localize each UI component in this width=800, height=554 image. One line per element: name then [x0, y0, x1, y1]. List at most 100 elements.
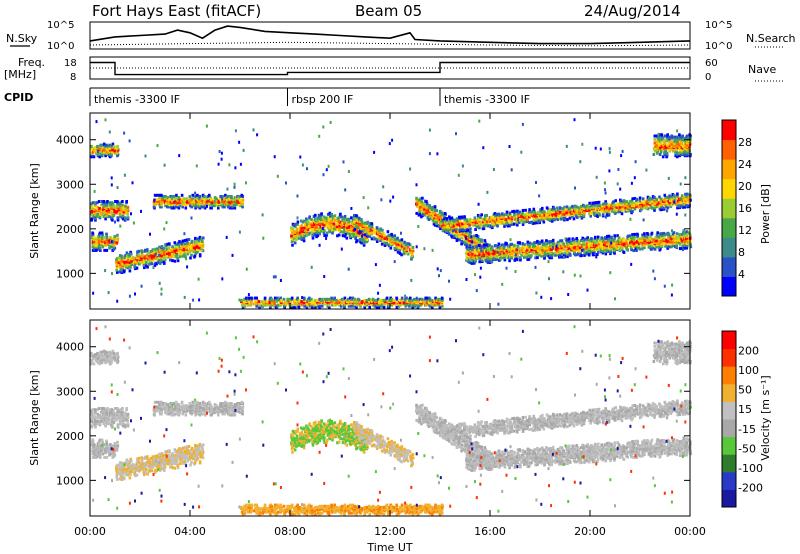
- power-cell: [518, 220, 521, 224]
- power-cell: [428, 204, 431, 208]
- velocity-cell: [105, 455, 109, 459]
- power-cell: [158, 201, 162, 205]
- power-cell: [144, 154, 147, 158]
- power-cell: [333, 296, 336, 300]
- power-cell: [186, 252, 189, 256]
- power-cell: [607, 237, 611, 240]
- power-cell: [638, 196, 642, 200]
- power-cell: [539, 214, 542, 218]
- power-cell: [508, 245, 511, 249]
- noise-sky-label: N.Sky: [6, 32, 38, 45]
- power-colorbar-swatch: [722, 139, 736, 160]
- power-cell: [465, 218, 469, 222]
- power-cell: [388, 142, 391, 146]
- power-cell: [116, 237, 120, 241]
- power-cell: [263, 296, 267, 300]
- power-cell: [293, 229, 296, 233]
- power-cell: [440, 222, 443, 226]
- power-colorbar-frame: [721, 119, 737, 297]
- power-cell: [657, 132, 660, 136]
- power-cell: [100, 143, 104, 147]
- power-cell: [276, 296, 279, 300]
- power-cell: [97, 147, 101, 151]
- velocity-cell: [108, 452, 112, 456]
- power-cell: [472, 238, 476, 242]
- power-cell: [280, 298, 283, 302]
- power-cell: [476, 255, 479, 259]
- power-cell: [472, 255, 476, 259]
- power-cell: [457, 231, 461, 235]
- power-cell: [203, 195, 206, 198]
- power-cell: [524, 208, 527, 212]
- power-cell: [205, 124, 208, 128]
- power-cell: [361, 229, 365, 233]
- power-cell: [641, 197, 645, 201]
- power-cell: [257, 300, 261, 304]
- power-cell: [243, 303, 246, 307]
- power-cell: [476, 213, 480, 217]
- power-cell: [117, 256, 121, 260]
- power-cell: [301, 220, 305, 224]
- power-cell: [290, 228, 293, 232]
- power-cell: [105, 243, 109, 247]
- power-cell: [198, 298, 201, 302]
- power-cell: [641, 200, 644, 204]
- power-cell: [508, 259, 511, 263]
- power-cell: [564, 244, 567, 248]
- power-cell: [629, 217, 632, 221]
- power-cell: [461, 228, 465, 232]
- power-cell: [548, 217, 552, 221]
- power-cell: [117, 261, 121, 265]
- power-cell: [418, 206, 422, 210]
- power-cell: [475, 245, 478, 249]
- power-cell: [178, 240, 181, 244]
- power-cell: [347, 217, 351, 221]
- power-cell: [350, 220, 354, 224]
- power-cell: [548, 240, 552, 244]
- power-cell: [303, 226, 306, 230]
- power-cell: [538, 245, 542, 249]
- power-cell: [675, 135, 678, 139]
- power-cell: [558, 242, 561, 246]
- power-cell: [93, 146, 97, 150]
- velocity-cell: [118, 477, 122, 481]
- power-cell: [149, 232, 151, 236]
- power-cell: [435, 217, 438, 221]
- power-cell: [658, 195, 661, 199]
- power-cell: [187, 238, 191, 241]
- power-cell: [631, 210, 634, 213]
- power-cell: [210, 206, 213, 210]
- power-cell: [179, 251, 182, 255]
- power-cell: [633, 207, 637, 211]
- power-cell: [490, 225, 493, 228]
- velocity-cell: [103, 455, 106, 459]
- power-cell: [586, 204, 589, 208]
- power-cell: [367, 297, 371, 301]
- cpid-segment-label: rbsp 200 IF: [292, 93, 354, 106]
- power-cell: [449, 216, 452, 220]
- power-cell: [488, 216, 492, 219]
- power-cell: [505, 242, 508, 245]
- power-cell: [645, 234, 649, 238]
- power-cell: [145, 264, 148, 268]
- power-cell: [397, 242, 401, 246]
- power-cell: [185, 197, 189, 201]
- power-cell: [613, 208, 616, 212]
- power-cell: [675, 150, 679, 154]
- power-cell: [180, 246, 183, 250]
- power-cell: [358, 302, 362, 306]
- power-cell: [533, 241, 536, 245]
- power-cell: [444, 225, 447, 229]
- power-cell: [383, 244, 387, 247]
- power-cell: [681, 136, 685, 140]
- power-cell: [439, 269, 442, 273]
- power-cell: [200, 237, 203, 241]
- power-cell: [484, 241, 488, 245]
- power-cell: [643, 232, 646, 236]
- power-cell: [541, 206, 544, 210]
- power-cell: [477, 225, 481, 229]
- power-cell: [180, 199, 183, 203]
- power-cell: [328, 211, 332, 215]
- power-cell: [613, 234, 616, 238]
